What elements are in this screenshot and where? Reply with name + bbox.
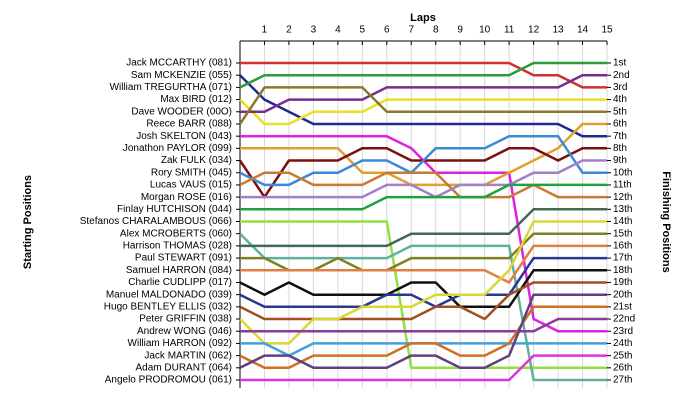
- legend-label: Stefanos CHARALAMBOUS (066): [80, 216, 232, 227]
- series-line: [240, 159, 607, 199]
- y-tick-label: 17th: [613, 253, 632, 264]
- series-line: [238, 86, 607, 125]
- x-tick-label: 4: [335, 25, 341, 36]
- legend-label: Morgan ROSE (016): [141, 192, 232, 203]
- legend-label: William HARRON (092): [128, 338, 232, 349]
- y-tick-label: 21st: [613, 301, 632, 312]
- series-line: [240, 61, 607, 89]
- y-tick-label: 7th: [613, 131, 627, 142]
- x-tick-label: 5: [360, 25, 366, 36]
- y-tick-label: 26th: [613, 362, 632, 373]
- x-tick-label: 7: [408, 25, 414, 36]
- series-line: [240, 208, 607, 248]
- y-tick-label: 4th: [613, 94, 627, 105]
- y-tick-label: 8th: [613, 143, 627, 154]
- series-line: [239, 232, 607, 382]
- y-tick-label: 15th: [613, 228, 632, 239]
- series-line: [240, 342, 607, 357]
- series-line: [240, 317, 607, 333]
- legend-label: Harrison THOMAS (028): [123, 241, 232, 252]
- y-tick-label: 13th: [613, 204, 632, 215]
- series-line: [240, 73, 607, 114]
- x-tick-label: 13: [553, 25, 565, 36]
- y-tick-label: 11th: [613, 180, 632, 191]
- y-tick-label: 19th: [613, 277, 632, 288]
- y-tick-label: 3rd: [613, 82, 627, 93]
- series-line: [239, 61, 607, 89]
- y-tick-label: 2nd: [613, 70, 630, 81]
- legend-label: Manuel MALDONADO (039): [106, 289, 232, 300]
- y-tick-label: 24th: [613, 338, 632, 349]
- series-line: [239, 74, 607, 138]
- legend-label: Peter GRIFFIN (038): [139, 314, 232, 325]
- y-tick-label: 9th: [613, 155, 627, 166]
- x-tick-label: 9: [457, 25, 463, 36]
- legend-label: Adam DURANT (064): [135, 362, 232, 373]
- x-tick-label: 3: [311, 25, 317, 36]
- y-tick-label: 10th: [613, 167, 632, 178]
- series-line: [240, 354, 607, 382]
- legend-label: Lucas VAUS (015): [150, 180, 232, 191]
- y-tick-label: 14th: [613, 216, 632, 227]
- legend-label: Rory SMITH (045): [151, 167, 232, 178]
- series-line: [239, 293, 607, 370]
- y-tick-label: 23rd: [613, 326, 633, 337]
- series-line: [239, 269, 607, 309]
- x-tick-label: 10: [479, 25, 491, 36]
- legend-label: Charlie CUDLIPP (017): [128, 277, 232, 288]
- legend-label: Andrew WONG (046): [137, 326, 232, 337]
- y-axis-title-left: Starting Positions: [22, 175, 34, 269]
- legend-label: Finlay HUTCHISON (044): [117, 204, 232, 215]
- legend-label: Zak FULK (034): [161, 155, 232, 166]
- lines: [238, 61, 607, 382]
- y-tick-label: 5th: [613, 106, 627, 117]
- x-tick-label: 2: [286, 25, 292, 36]
- legend-label: Josh SKELTON (043): [136, 131, 232, 142]
- x-tick-label: 14: [577, 25, 589, 36]
- legend-label: Samuel HARRON (084): [126, 265, 232, 276]
- legend-label: Reece BARR (088): [146, 119, 232, 130]
- series-line: [239, 98, 607, 126]
- legend-label: Paul STEWART (091): [135, 253, 232, 264]
- x-tick-label: 1: [262, 25, 268, 36]
- y-tick-label: 20th: [613, 289, 632, 300]
- y-tick-label: 18th: [613, 265, 632, 276]
- legend-label: Max BIRD (012): [160, 94, 232, 105]
- series-line: [240, 244, 607, 284]
- legend-label: Hugo BENTLEY ELLIS (032): [104, 301, 232, 312]
- series-line: [240, 232, 607, 272]
- y-tick-label: 16th: [613, 241, 632, 252]
- y-tick-label: 1st: [613, 58, 627, 69]
- x-tick-label: 15: [601, 25, 613, 36]
- legend-label: Jack MARTIN (062): [144, 350, 232, 361]
- y-tick-label: 6th: [613, 119, 627, 130]
- labels: 1 2 3 4 5 6 7 8 9 10 11 12 13 14 151st2nd3rd4th5th6th7…: [80, 25, 636, 386]
- legend-label: Alex MCROBERTS (060): [120, 228, 232, 239]
- legend-label: William TREGURTHA (071): [110, 82, 232, 93]
- y-tick-label: 27th: [613, 375, 632, 386]
- y-tick-label: 25th: [613, 350, 632, 361]
- legend-label: Jonathon PAYLOR (099): [123, 143, 232, 154]
- x-tick-label: 8: [433, 25, 439, 36]
- legend-label: Sam MCKENZIE (055): [131, 70, 232, 81]
- series-line: [240, 220, 607, 370]
- series-line: [239, 171, 607, 199]
- x-tick-label: 6: [384, 25, 390, 36]
- x-tick-label: 12: [528, 25, 540, 36]
- x-tick-label: 11: [504, 25, 515, 36]
- y-tick-label: 22nd: [613, 314, 635, 325]
- chart-title: Laps: [410, 12, 436, 24]
- y-tick-label: 12th: [613, 192, 632, 203]
- series-line: [240, 183, 607, 211]
- series-line: [239, 281, 607, 321]
- legend-label: Dave WOODER (00O): [131, 106, 232, 117]
- legend-label: Angelo PRODROMOU (061): [105, 375, 232, 386]
- legend-label: Jack MCCARTHY (081): [126, 58, 232, 69]
- y-axis-title-right: Finishing Positions: [660, 171, 672, 272]
